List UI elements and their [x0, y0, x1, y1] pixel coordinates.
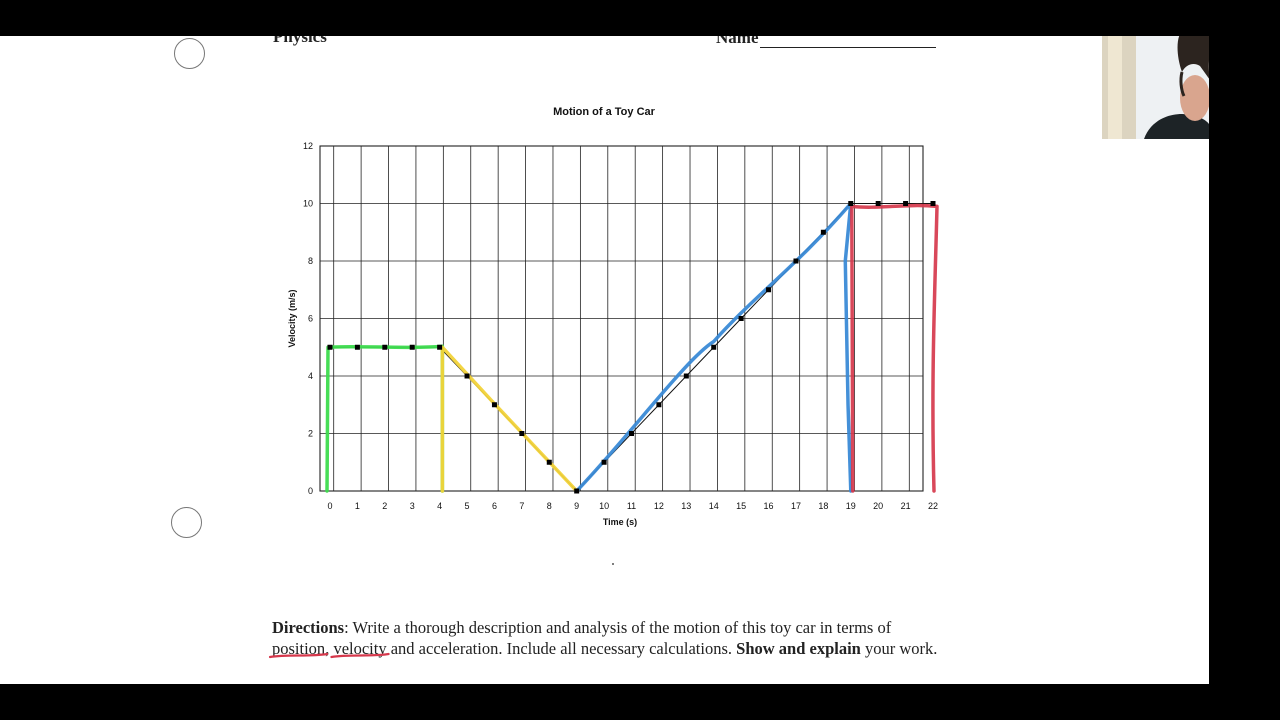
x-axis-label: Time (s): [603, 517, 637, 527]
directions-label: Directions: [272, 618, 345, 637]
webcam-overlay: [1102, 36, 1209, 139]
y-tick-label: 0: [308, 486, 313, 496]
data-point: [848, 201, 854, 206]
data-point: [875, 201, 881, 206]
x-tick-label: 13: [681, 501, 691, 511]
data-point: [738, 316, 744, 321]
directions-text: Directions: Write a thorough description…: [272, 617, 952, 659]
data-point: [903, 201, 909, 206]
chart-title: Motion of a Toy Car: [553, 106, 656, 118]
x-tick-label: 19: [846, 501, 856, 511]
data-point: [354, 344, 360, 350]
y-tick-label: 2: [308, 429, 313, 439]
y-tick-label: 10: [303, 199, 313, 209]
x-tick-label: 1: [355, 501, 360, 511]
data-point: [766, 287, 772, 293]
subject-header: Physics: [273, 36, 327, 46]
data-point: [491, 402, 497, 408]
name-field: Name: [716, 36, 937, 48]
annotation-blue-triangle: [574, 201, 853, 493]
x-tick-label: 7: [519, 501, 524, 511]
annotation-green-box: [325, 344, 445, 493]
x-tick-label: 18: [818, 501, 828, 511]
data-point: [820, 229, 826, 235]
x-tick-label: 15: [736, 501, 746, 511]
x-tick-label: 0: [327, 501, 332, 511]
directions-part-2: ,: [325, 639, 334, 658]
word-position: position: [272, 639, 326, 658]
data-point: [464, 373, 470, 379]
x-tick-label: 20: [873, 501, 883, 511]
x-tick-label: 9: [574, 501, 579, 511]
data-point: [793, 258, 799, 264]
x-tick-label: 16: [764, 501, 774, 511]
x-tick-label: 3: [410, 501, 415, 511]
x-tick-label: 6: [492, 501, 497, 511]
y-tick-label: 12: [303, 141, 313, 151]
directions-part-3: and acceleration. Include all necessary …: [386, 639, 737, 658]
y-tick-label: 6: [308, 314, 313, 324]
data-point: [574, 488, 580, 494]
x-tick-label: 12: [654, 501, 664, 511]
x-tick-label: 11: [627, 501, 636, 511]
x-tick-label: 8: [547, 501, 552, 511]
data-point: [546, 459, 552, 465]
annotation-yellow-triangle: [440, 345, 579, 493]
directions-bold-end: Show and explain: [736, 639, 861, 658]
data-point: [327, 344, 333, 350]
name-blank-line: [760, 36, 937, 48]
velocity-time-chart: 0 1 2 3 4 5 6 7 8 9 10 11 12 13 14 15 16 17 18 19 20 21 220246…: [287, 106, 939, 527]
directions-part-1: : Write a thorough description and analy…: [344, 618, 892, 637]
x-tick-label: 21: [901, 501, 911, 511]
word-velocity: velocity: [333, 639, 387, 658]
paper-speck: [612, 563, 614, 565]
x-tick-label: 2: [382, 501, 387, 511]
x-tick-label: 4: [437, 501, 442, 511]
binder-hole-bottom: [171, 507, 202, 538]
data-point: [656, 402, 662, 408]
data-point: [437, 344, 443, 350]
x-tick-label: 22: [928, 501, 938, 511]
directions-part-4: your work.: [860, 639, 938, 658]
data-point: [930, 201, 936, 206]
annotation-red-box: [850, 203, 939, 493]
data-point: [519, 431, 525, 436]
data-point: [711, 344, 717, 350]
data-point: [409, 344, 415, 350]
data-point: [683, 373, 689, 379]
binder-hole-top: [174, 38, 205, 69]
y-tick-label: 8: [308, 256, 313, 266]
x-tick-label: 17: [791, 501, 801, 511]
x-tick-label: 10: [599, 501, 609, 511]
x-tick-label: 14: [709, 501, 719, 511]
data-point: [601, 459, 607, 465]
x-tick-label: 5: [465, 501, 470, 511]
data-point: [629, 431, 634, 436]
worksheet-page: Physics Name 0 1 2 3 4 5 6 7 8 9 10 11 12 13 14 15 16 17 1…: [0, 36, 1209, 684]
y-axis-label: Velocity (m/s): [287, 289, 297, 347]
y-tick-label: 4: [308, 371, 313, 381]
name-label: Name: [716, 36, 759, 47]
data-point: [382, 344, 388, 350]
